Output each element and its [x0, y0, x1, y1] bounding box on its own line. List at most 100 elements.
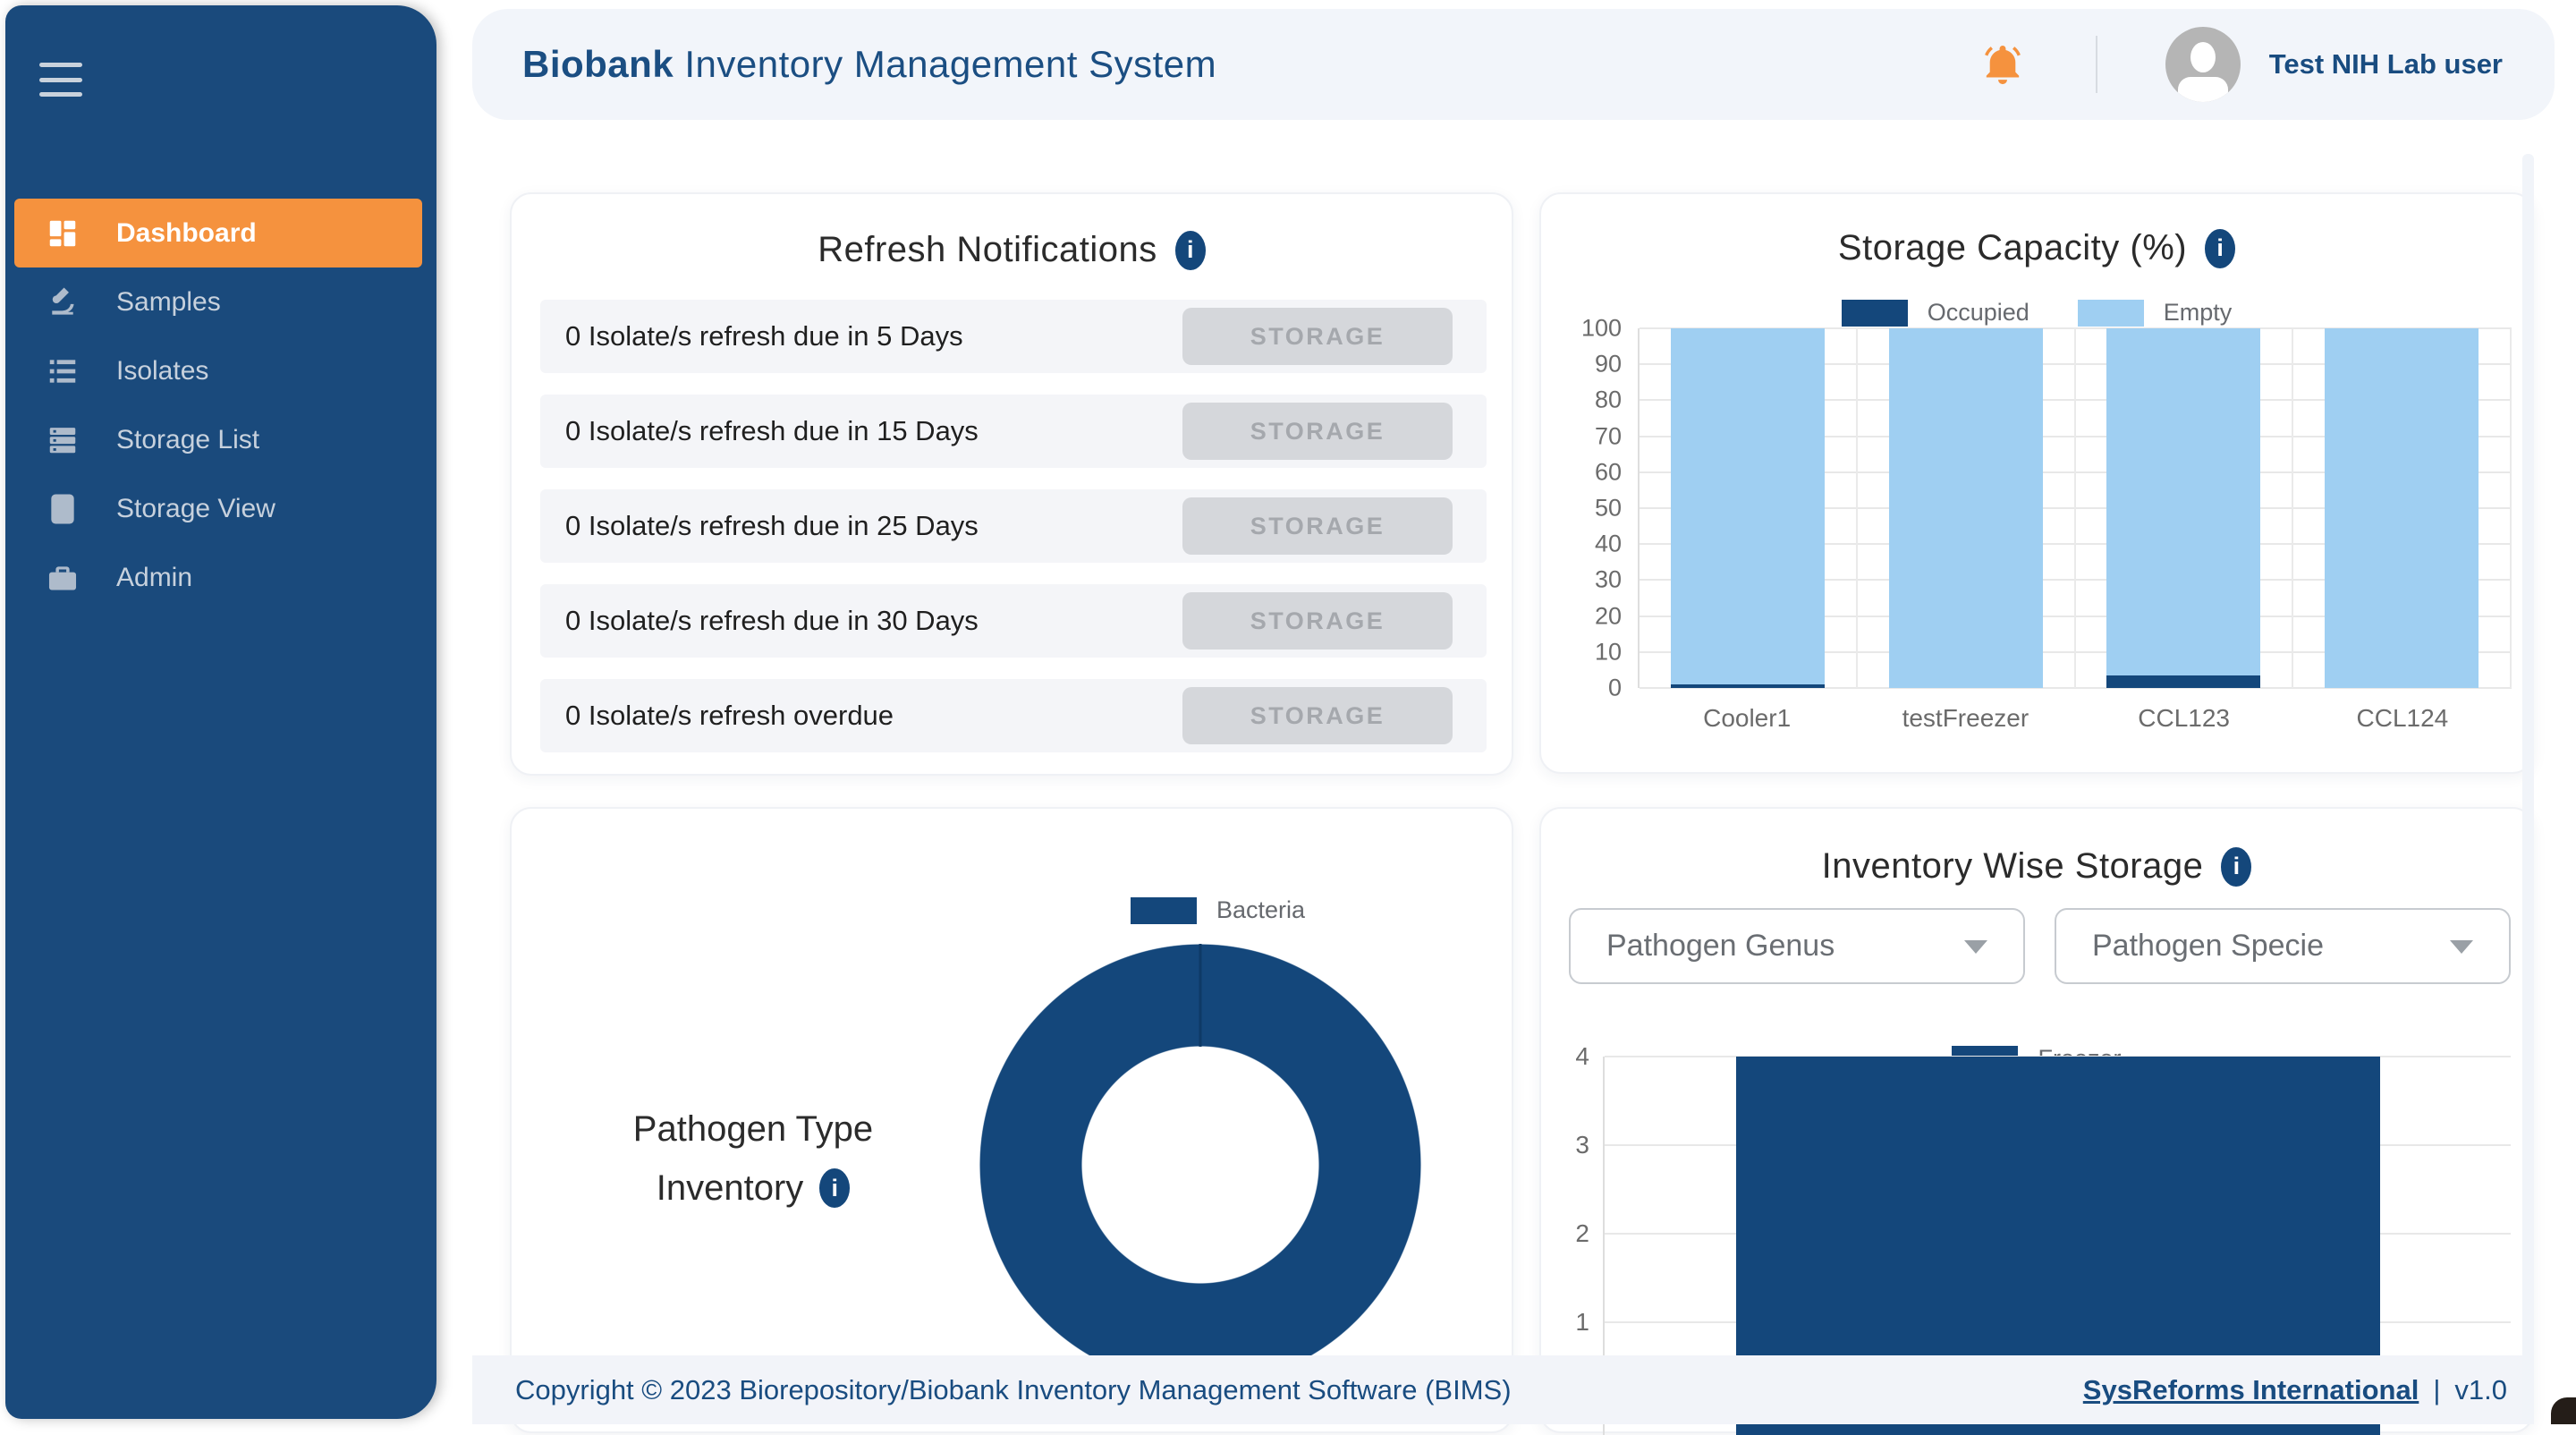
sidebar-item-dashboard[interactable]: Dashboard [14, 199, 422, 267]
sysreforms-link[interactable]: SysReforms International [2083, 1374, 2419, 1406]
y-tick-label: 20 [1595, 602, 1622, 630]
sidebar-item-label: Admin [116, 563, 192, 593]
user-avatar[interactable] [2165, 27, 2241, 102]
freezer-icon [45, 491, 80, 527]
content-scrollbar[interactable] [2522, 154, 2534, 1424]
y-tick-label: 1 [1575, 1308, 1589, 1337]
y-tick-label: 70 [1595, 422, 1622, 450]
y-tick-label: 10 [1595, 638, 1622, 666]
dashboard-icon [45, 216, 80, 251]
copyright-text: Copyright © 2023 Biorepository/Biobank I… [515, 1374, 1512, 1406]
sidebar-item-admin[interactable]: Admin [5, 543, 436, 612]
sidebar-item-label: Samples [116, 287, 221, 318]
sidebar-item-label: Storage View [116, 494, 275, 524]
bar-segment-empty [1671, 328, 1825, 684]
microscope-icon [45, 284, 80, 320]
info-icon[interactable]: i [819, 1168, 850, 1208]
info-icon[interactable]: i [2221, 847, 2251, 887]
notification-text: 0 Isolate/s refresh overdue [565, 700, 894, 732]
pathogen-donut-chart [979, 944, 1421, 1386]
notification-text: 0 Isolate/s refresh due in 5 Days [565, 320, 963, 352]
card-title: Refresh Notifications [818, 230, 1157, 270]
legend-item: Bacteria [1131, 896, 1305, 924]
sidebar-nav: Dashboard Samples Isolates Storage List … [5, 199, 436, 612]
menu-toggle-button[interactable] [39, 63, 82, 97]
sidebar-item-label: Dashboard [116, 218, 257, 249]
legend-label: Empty [2164, 299, 2233, 327]
x-tick-label: Cooler1 [1638, 704, 1856, 733]
y-tick-label: 30 [1595, 566, 1622, 594]
stacked-bar [1889, 328, 2043, 688]
inventory-wise-storage-card: Inventory Wise Storage i Pathogen Genus … [1539, 807, 2534, 1433]
corner-widget[interactable] [2551, 1397, 2576, 1424]
chevron-down-icon [2450, 940, 2473, 954]
y-tick-label: 50 [1595, 495, 1622, 522]
storage-capacity-card: Storage Capacity (%) i Occupied Empty 0 10… [1539, 192, 2534, 774]
page-footer: Copyright © 2023 Biorepository/Biobank I… [472, 1355, 2534, 1424]
notification-row: 0 Isolate/s refresh due in 15 Days STORAG… [540, 395, 1487, 468]
page-title: Biobank Inventory Management System [522, 43, 1216, 86]
avatar-person-icon [2190, 42, 2216, 72]
chart-column [1640, 328, 1858, 688]
bar-segment-empty [2106, 328, 2260, 675]
server-stack-icon [45, 422, 80, 458]
storage-button[interactable]: STORAGE [1182, 687, 1453, 744]
chart-column [1858, 328, 2076, 688]
version-label: v1.0 [2454, 1374, 2507, 1406]
chart-column [2076, 328, 2294, 688]
card-title: Inventory Wise Storage [1822, 846, 2204, 887]
bar-segment-empty [2325, 328, 2479, 688]
notification-text: 0 Isolate/s refresh due in 15 Days [565, 415, 979, 447]
donut-slice-seam [1199, 944, 1202, 1047]
page-title-brand: Biobank [522, 43, 674, 85]
bar-segment-empty [1889, 328, 2043, 688]
y-tick-label: 3 [1575, 1131, 1589, 1159]
sidebar-item-isolates[interactable]: Isolates [5, 336, 436, 405]
card-title: Pathogen Type Inventory i [556, 1100, 950, 1218]
header-divider [2096, 36, 2097, 93]
footer-separator: | [2433, 1374, 2440, 1406]
sidebar-item-samples[interactable]: Samples [5, 267, 436, 336]
briefcase-icon [45, 560, 80, 596]
stacked-bar [2106, 328, 2260, 688]
user-name[interactable]: Test NIH Lab user [2269, 48, 2503, 81]
app-header: Biobank Inventory Management System Test… [472, 9, 2555, 120]
legend-label: Occupied [1928, 299, 2029, 327]
sidebar-item-label: Storage List [116, 425, 259, 455]
dropdown-label: Pathogen Specie [2092, 929, 2324, 964]
legend-item: Occupied [1842, 299, 2029, 327]
pathogen-genus-dropdown[interactable]: Pathogen Genus [1569, 908, 2025, 984]
notification-text: 0 Isolate/s refresh due in 30 Days [565, 605, 979, 637]
x-tick-label: CCL124 [2293, 704, 2512, 733]
x-tick-label: testFreezer [1856, 704, 2074, 733]
notification-text: 0 Isolate/s refresh due in 25 Days [565, 510, 979, 542]
list-icon [45, 353, 80, 389]
pathogen-specie-dropdown[interactable]: Pathogen Specie [2055, 908, 2511, 984]
page-title-rest: Inventory Management System [674, 43, 1216, 85]
legend-swatch [2078, 300, 2144, 327]
y-tick-label: 40 [1595, 531, 1622, 558]
notifications-bell-icon[interactable] [1979, 41, 2026, 88]
storage-button[interactable]: STORAGE [1182, 308, 1453, 365]
notification-row: 0 Isolate/s refresh due in 25 Days STORAG… [540, 489, 1487, 563]
pathogen-type-card: Pathogen Type Inventory i Bacteria [510, 807, 1513, 1433]
notification-row: 0 Isolate/s refresh due in 30 Days STORAG… [540, 584, 1487, 658]
storage-button[interactable]: STORAGE [1182, 592, 1453, 650]
legend-swatch [1842, 300, 1908, 327]
sidebar-item-storage-list[interactable]: Storage List [5, 405, 436, 474]
dropdown-label: Pathogen Genus [1606, 929, 1835, 964]
y-tick-label: 0 [1608, 675, 1622, 702]
y-tick-label: 80 [1595, 386, 1622, 414]
card-title: Storage Capacity (%) [1838, 228, 2187, 268]
notification-row: 0 Isolate/s refresh due in 5 Days STORAGE [540, 300, 1487, 373]
storage-button[interactable]: STORAGE [1182, 497, 1453, 555]
info-icon[interactable]: i [1175, 231, 1206, 270]
sidebar-item-storage-view[interactable]: Storage View [5, 474, 436, 543]
storage-button[interactable]: STORAGE [1182, 403, 1453, 460]
pathogen-title-line2: Inventory [657, 1159, 804, 1218]
info-icon[interactable]: i [2205, 229, 2235, 268]
legend-swatch [1131, 897, 1197, 924]
hamburger-icon [39, 63, 82, 67]
